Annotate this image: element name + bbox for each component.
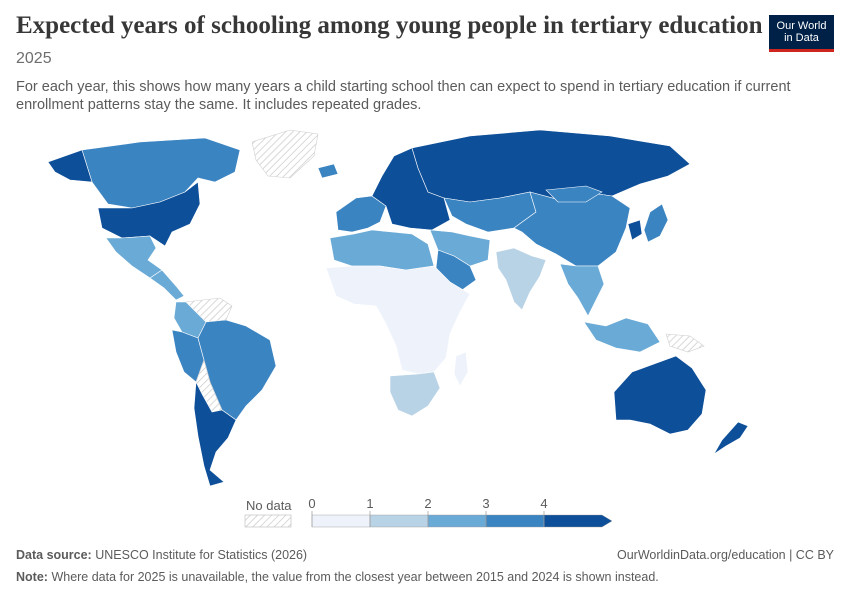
- note-text: Where data for 2025 is unavailable, the …: [51, 570, 659, 584]
- region-southern-africa[interactable]: [389, 371, 441, 417]
- chart-title: Expected years of schooling among young …: [16, 12, 763, 39]
- note-label: Note:: [16, 570, 48, 584]
- region-australia[interactable]: [613, 355, 707, 435]
- legend-tick-label: 3: [482, 496, 489, 511]
- region-mexico[interactable]: [105, 235, 163, 279]
- logo-line-2: in Data: [784, 32, 819, 44]
- region-india[interactable]: [495, 247, 547, 311]
- world-map[interactable]: [0, 120, 850, 500]
- legend-bin-3[interactable]: [485, 514, 545, 528]
- legend-bin-1[interactable]: [369, 514, 429, 528]
- year-label: 2025: [16, 50, 52, 67]
- region-mongolia[interactable]: [545, 185, 603, 203]
- legend-tick-label: 1: [366, 496, 373, 511]
- legend-color-scale: 0 1 2 3 4: [308, 496, 613, 528]
- region-madagascar[interactable]: [453, 351, 469, 387]
- legend-bin-0[interactable]: [311, 514, 371, 528]
- region-new-zealand[interactable]: [713, 421, 749, 455]
- region-canada[interactable]: [81, 137, 241, 209]
- region-western-europe[interactable]: [335, 195, 387, 233]
- legend-no-data-swatch: [244, 514, 292, 528]
- region-central-america[interactable]: [149, 269, 185, 301]
- site-url[interactable]: OurWorldinData.org/education | CC BY: [616, 548, 834, 562]
- region-sub-saharan-africa[interactable]: [325, 265, 471, 375]
- region-greenland[interactable]: [251, 129, 319, 179]
- region-japan[interactable]: [643, 203, 669, 243]
- chart-description: For each year, this shows how many years…: [16, 79, 791, 113]
- legend-no-data-label: No data: [246, 498, 292, 513]
- region-southeast-asia[interactable]: [559, 263, 605, 317]
- owid-logo[interactable]: Our World in Data: [769, 15, 834, 52]
- data-source: Data source: UNESCO Institute for Statis…: [16, 548, 307, 562]
- region-north-africa[interactable]: [329, 229, 435, 271]
- legend-bin-2[interactable]: [427, 514, 487, 528]
- region-alaska[interactable]: [47, 149, 93, 183]
- logo-line-1: Our World: [776, 20, 827, 32]
- region-iceland[interactable]: [317, 163, 339, 179]
- source-label: Data source:: [16, 548, 92, 562]
- legend-tick-label: 2: [424, 496, 431, 511]
- region-korea[interactable]: [627, 219, 643, 241]
- legend-tick-label: 0: [308, 496, 315, 511]
- legend-tick-label: 4: [540, 496, 547, 511]
- region-indonesia[interactable]: [583, 317, 661, 353]
- note: Note: Where data for 2025 is unavailable…: [16, 570, 659, 584]
- region-argentina-chile[interactable]: [193, 380, 237, 487]
- source-text[interactable]: UNESCO Institute for Statistics (2026): [95, 548, 308, 562]
- region-papua-new-guinea[interactable]: [665, 333, 705, 353]
- legend-bin-4[interactable]: [543, 514, 613, 528]
